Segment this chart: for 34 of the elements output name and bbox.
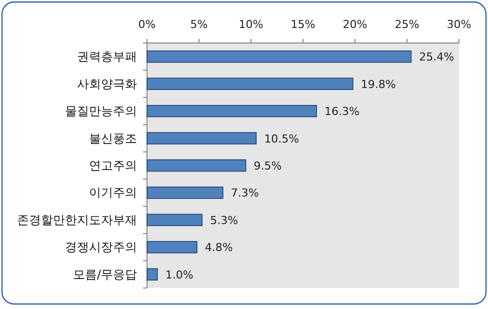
x-tick-label: 30%	[446, 18, 472, 31]
bar	[146, 159, 246, 172]
bar	[146, 132, 257, 144]
x-tick-label: 20%	[342, 18, 368, 31]
data-label: 5.3%	[210, 214, 238, 227]
bar	[146, 268, 158, 281]
bar	[146, 186, 224, 199]
data-label: 1.0%	[165, 268, 194, 282]
data-label: 4.8%	[204, 241, 233, 254]
data-label: 16.3%	[324, 105, 360, 118]
y-tick-label: 권력층부패	[77, 50, 137, 64]
y-tick-label: 연고주의	[89, 158, 137, 172]
data-label: 10.5%	[264, 132, 300, 146]
data-label: 7.3%	[230, 186, 259, 200]
x-tick-label: 0%	[138, 18, 156, 31]
data-label: 9.5%	[254, 160, 282, 172]
data-label: 19.8%	[360, 78, 396, 91]
bar	[146, 50, 412, 63]
x-tick-label: 15%	[290, 18, 316, 31]
x-tick-label: 5%	[190, 18, 208, 31]
y-tick-label: 사회양극화	[77, 76, 137, 91]
x-tick-label: 25%	[394, 18, 420, 31]
y-tick-label: 경쟁시장주의	[65, 240, 137, 254]
bar	[146, 214, 203, 226]
bar	[146, 104, 317, 118]
y-tick-label: 이기주의	[89, 186, 137, 200]
y-tick-label: 물질만능주의	[65, 104, 137, 118]
bar	[146, 241, 198, 254]
bar	[146, 78, 354, 90]
data-label: 25.4%	[419, 50, 454, 64]
y-tick-label: 불신풍조	[89, 131, 137, 146]
y-tick-label: 존경할만한지도자부재	[17, 212, 137, 227]
x-tick-label: 10%	[238, 18, 264, 31]
y-tick-label: 모름/무응답	[72, 267, 137, 282]
